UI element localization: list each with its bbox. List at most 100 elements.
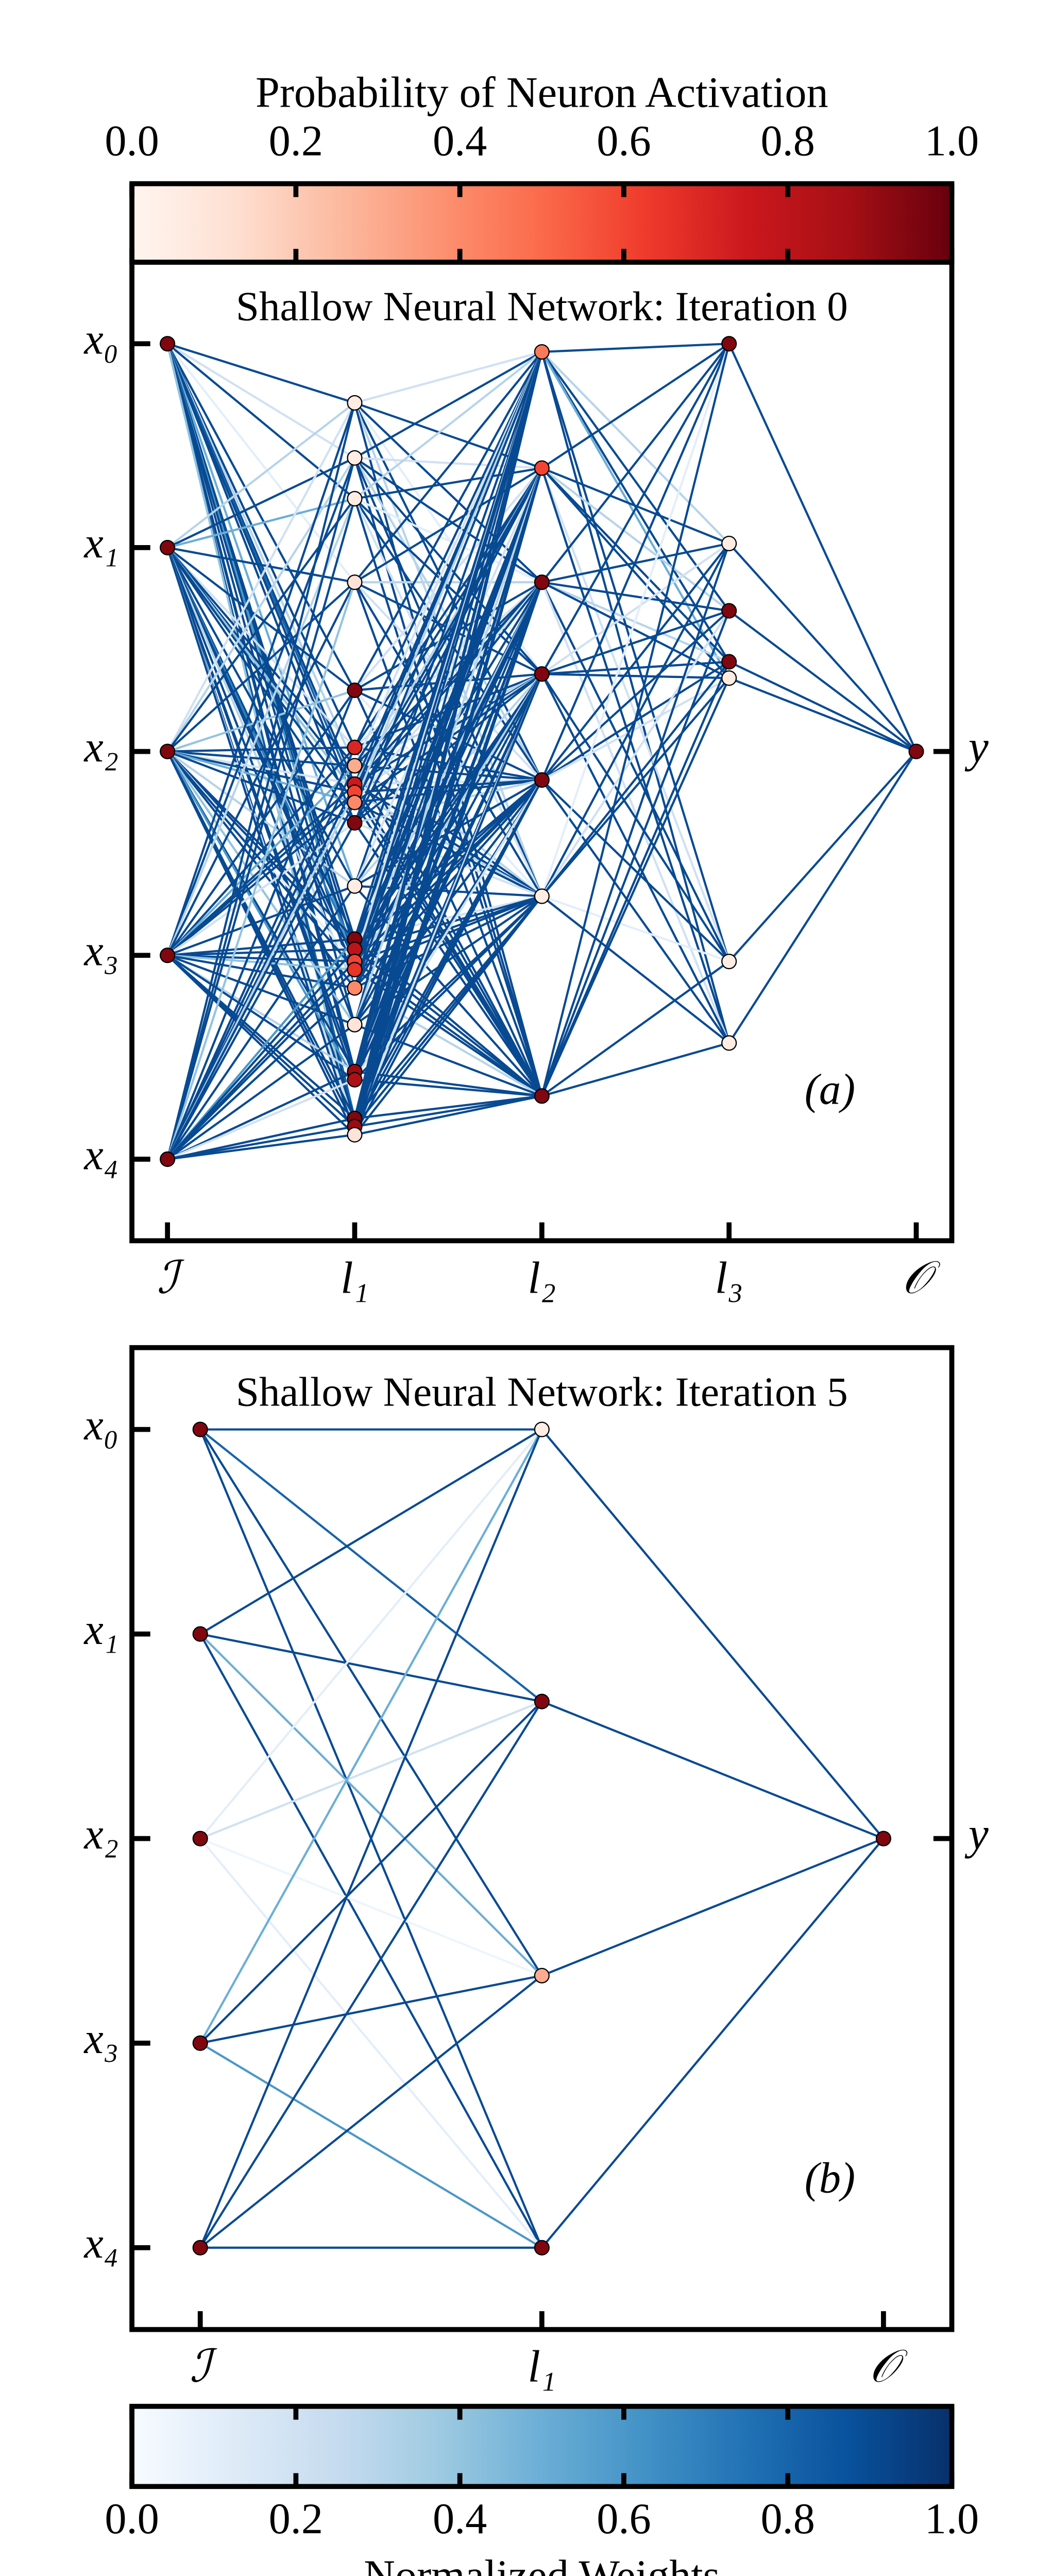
- edge: [540, 582, 731, 1044]
- node: [534, 2240, 550, 2256]
- edge: [199, 1429, 543, 1976]
- node: [192, 1831, 208, 1846]
- edge: [541, 1042, 729, 1097]
- edge: [354, 1095, 542, 1120]
- node: [534, 1693, 550, 1709]
- edge: [166, 402, 356, 1160]
- edge: [166, 547, 355, 749]
- edge: [354, 783, 542, 897]
- node: [160, 947, 176, 963]
- edge: [166, 547, 356, 767]
- edge: [166, 457, 356, 1160]
- colorbar-tick-label: 0.0: [105, 117, 159, 165]
- edge: [728, 660, 917, 753]
- edge: [353, 582, 543, 1136]
- edge: [728, 543, 918, 753]
- edge: [167, 885, 355, 957]
- node: [192, 1626, 208, 1642]
- edge: [166, 547, 356, 1136]
- edge: [540, 467, 731, 962]
- edge: [199, 1633, 543, 2248]
- edge: [541, 1700, 884, 1840]
- node: [347, 1127, 363, 1143]
- edge: [353, 351, 543, 1025]
- colorbar-title: Probability of Neuron Activation: [256, 69, 828, 116]
- node: [347, 739, 363, 755]
- colorbar-tick-label: 0.6: [597, 117, 651, 165]
- edge: [166, 343, 356, 1080]
- edge: [353, 402, 543, 675]
- edge: [540, 351, 731, 962]
- edge: [166, 765, 355, 956]
- edge: [166, 457, 356, 752]
- y-tick-label: x₃: [83, 927, 118, 975]
- node: [875, 1831, 891, 1846]
- edge: [200, 1633, 542, 1703]
- edge: [353, 467, 543, 1136]
- colorbar-tick-label: 1.0: [925, 117, 979, 165]
- edge: [166, 343, 355, 459]
- edge: [728, 609, 917, 753]
- y-tick-label: x₁: [83, 1606, 118, 1654]
- edge: [166, 547, 355, 691]
- edge: [728, 343, 918, 752]
- edge: [541, 1837, 884, 1977]
- edge: [540, 343, 731, 897]
- node: [721, 336, 737, 352]
- edge: [200, 1974, 542, 2044]
- edge: [167, 1117, 355, 1161]
- edge: [167, 750, 355, 767]
- edge: [728, 751, 918, 962]
- edge: [353, 351, 543, 803]
- edge: [541, 581, 729, 612]
- node: [721, 1035, 737, 1051]
- edge: [353, 351, 543, 989]
- node: [534, 344, 550, 360]
- edge: [541, 467, 730, 663]
- y-tick-label: x₄: [83, 1131, 118, 1179]
- edge: [166, 343, 356, 887]
- edge: [540, 661, 731, 1097]
- node: [160, 1151, 176, 1167]
- node: [347, 815, 363, 831]
- colorbar-tick-label: 0.6: [597, 2495, 651, 2543]
- node: [721, 603, 737, 619]
- colorbar-tick-label: 0.2: [269, 2495, 323, 2543]
- edge: [353, 467, 543, 1080]
- node: [534, 666, 550, 682]
- edge: [167, 954, 355, 963]
- edge: [354, 1095, 542, 1136]
- edge: [541, 343, 729, 353]
- colorbar: [129, 181, 955, 265]
- edge: [199, 1429, 543, 2044]
- colorbar-tick-label: 0.0: [105, 2495, 159, 2543]
- edge: [167, 456, 355, 549]
- edge: [541, 960, 730, 1097]
- edge: [728, 751, 918, 1044]
- edge: [541, 543, 730, 675]
- node: [192, 1421, 208, 1437]
- edge: [166, 938, 356, 1160]
- edge: [354, 895, 542, 951]
- edge: [199, 1838, 543, 2249]
- edge: [353, 351, 543, 823]
- edge: [166, 343, 356, 1136]
- edge: [541, 1838, 885, 2249]
- edge: [540, 343, 731, 781]
- y-tick-label: x₃: [83, 2015, 118, 2063]
- edge: [354, 467, 542, 583]
- colorbar-tick-label: 1.0: [925, 2495, 979, 2543]
- edge: [199, 1975, 543, 2249]
- node: [347, 961, 363, 978]
- edge: [353, 351, 543, 1136]
- node: [347, 794, 363, 810]
- edge: [167, 750, 355, 793]
- output-label: y: [964, 1809, 989, 1859]
- edge: [541, 661, 730, 897]
- edge: [540, 543, 731, 1097]
- x-tick-label: l₂: [528, 1252, 556, 1302]
- edge: [166, 954, 355, 1136]
- edge: [354, 791, 542, 897]
